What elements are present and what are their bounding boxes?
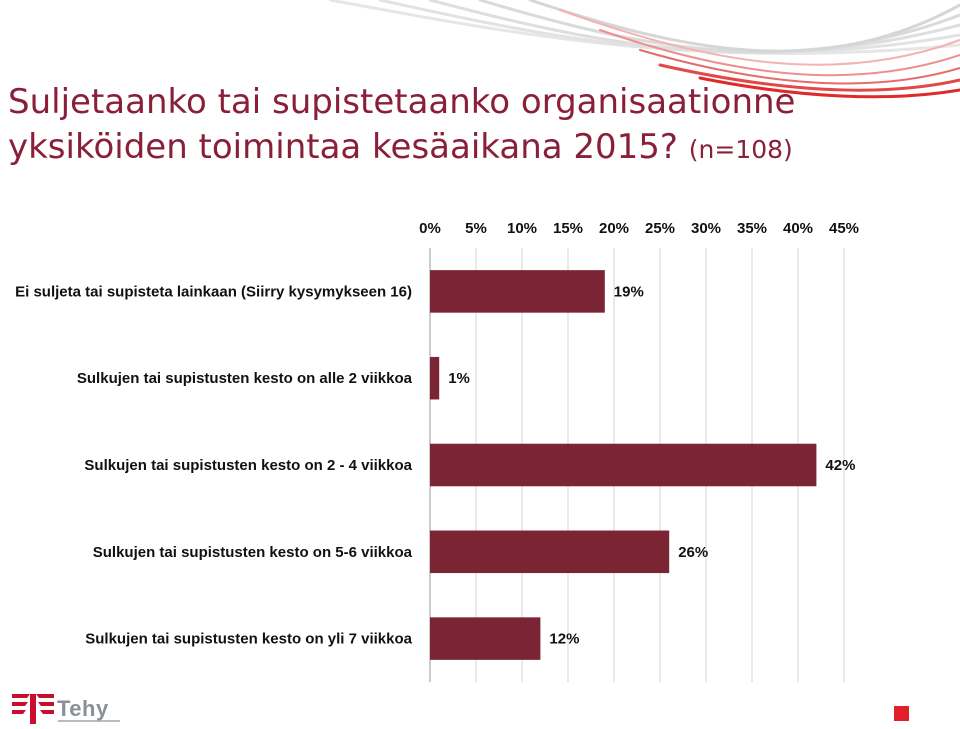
category-label: Sulkujen tai supistusten kesto on alle 2…	[77, 370, 413, 387]
bar	[430, 530, 670, 574]
value-label: 19%	[614, 283, 644, 300]
x-tick-label: 35%	[737, 220, 767, 237]
value-label: 12%	[549, 631, 579, 648]
x-tick-label: 10%	[507, 220, 537, 237]
bar	[430, 617, 541, 660]
value-label: 26%	[678, 544, 708, 561]
category-label: Ei suljeta tai supisteta lainkaan (Siirr…	[15, 283, 412, 300]
corner-square	[894, 706, 909, 721]
x-tick-label: 0%	[419, 220, 441, 237]
bar	[430, 356, 440, 400]
x-tick-label: 20%	[599, 220, 629, 237]
page-title: Suljetaanko tai supistetaanko organisaat…	[8, 80, 795, 172]
category-labels: Ei suljeta tai supisteta lainkaan (Siirr…	[15, 283, 413, 647]
title-line-2: yksiköiden toimintaa kesäaikana 2015?	[8, 127, 678, 167]
logo-text: Tehy	[57, 696, 109, 721]
x-axis-ticks: 0% 5% 10% 15% 20% 25% 30% 35% 40% 45%	[419, 220, 859, 237]
tehy-logo-icon	[12, 694, 120, 724]
title-line-1: Suljetaanko tai supistetaanko organisaat…	[8, 82, 796, 122]
category-label: Sulkujen tai supistusten kesto on 2 - 4 …	[84, 457, 412, 474]
value-labels: 19% 1% 42% 26% 12%	[448, 283, 855, 647]
x-tick-label: 45%	[829, 220, 859, 237]
category-label: Sulkujen tai supistusten kesto on yli 7 …	[85, 631, 412, 648]
value-label: 1%	[448, 370, 470, 387]
bar-chart: 0% 5% 10% 15% 20% 25% 30% 35% 40% 45% Ei suljeta …	[15, 220, 859, 682]
x-tick-label: 25%	[645, 220, 675, 237]
x-tick-label: 15%	[553, 220, 583, 237]
x-tick-label: 5%	[465, 220, 487, 237]
bar	[430, 270, 605, 313]
category-label: Sulkujen tai supistusten kesto on 5-6 vi…	[93, 544, 413, 561]
bar	[430, 443, 817, 487]
value-label: 42%	[825, 457, 855, 474]
decorative-swoosh	[328, 0, 960, 99]
x-tick-label: 40%	[783, 220, 813, 237]
sample-size: (n=108)	[688, 135, 793, 164]
x-tick-label: 30%	[691, 220, 721, 237]
chart-bars	[430, 270, 817, 660]
